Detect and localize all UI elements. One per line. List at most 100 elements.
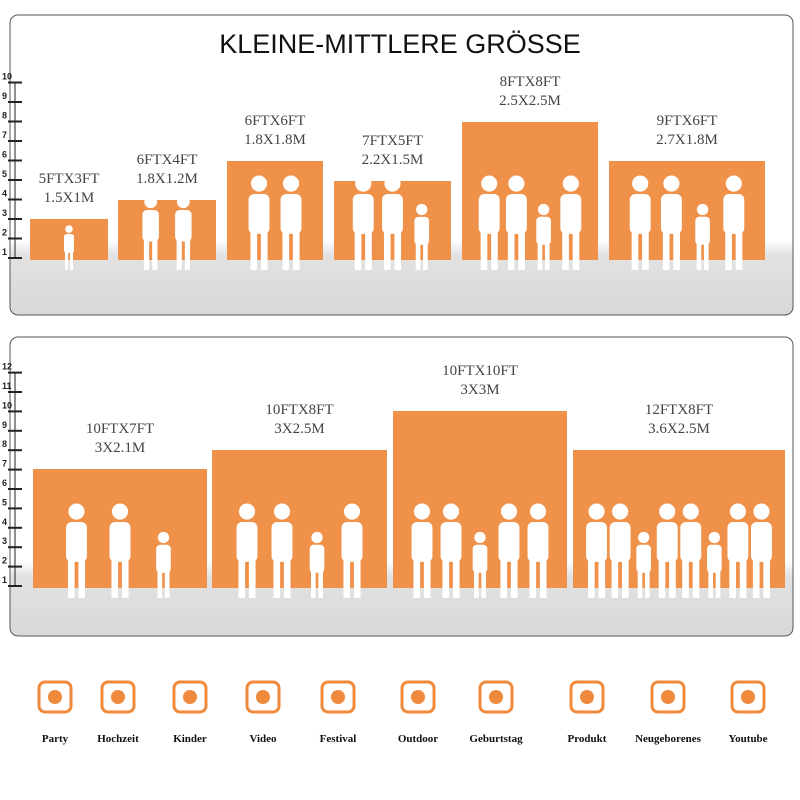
silhouette xyxy=(69,251,74,270)
silhouette xyxy=(440,522,462,562)
title: KLEINE-MITTLERE GRÖSSE xyxy=(219,29,581,59)
silhouette xyxy=(260,230,268,270)
silhouette xyxy=(423,558,431,598)
scale-label: 10 xyxy=(2,400,12,410)
icon xyxy=(478,680,514,714)
silhouette xyxy=(248,558,256,598)
size-ft: 10FTX7FT xyxy=(86,421,154,437)
silhouette xyxy=(121,558,129,598)
icon xyxy=(650,680,686,714)
silhouette xyxy=(505,194,527,234)
scale-label: 8 xyxy=(2,111,7,121)
silhouette xyxy=(562,230,569,270)
silhouette xyxy=(682,503,699,520)
size-m: 1.5X1M xyxy=(44,190,94,206)
size-m: 1.8X1.8M xyxy=(244,132,306,148)
icon xyxy=(730,680,766,714)
silhouette xyxy=(725,175,742,192)
icon xyxy=(661,690,675,704)
silhouette xyxy=(423,242,428,270)
icon xyxy=(245,680,281,714)
silhouette xyxy=(586,522,608,562)
silhouette xyxy=(638,531,650,544)
silhouette xyxy=(354,230,362,270)
use-label: Kinder xyxy=(173,733,207,745)
silhouette xyxy=(184,238,191,270)
size-m: 3.6X2.5M xyxy=(648,421,710,437)
silhouette xyxy=(598,558,606,598)
silhouette xyxy=(529,503,547,520)
silhouette xyxy=(637,570,643,598)
silhouette xyxy=(413,558,421,598)
silhouette xyxy=(271,522,293,562)
backdrop xyxy=(573,450,785,588)
silhouette xyxy=(669,558,676,598)
silhouette xyxy=(480,230,488,270)
silhouette xyxy=(572,230,580,270)
silhouette xyxy=(729,503,746,520)
silhouette xyxy=(644,570,650,598)
silhouette xyxy=(708,531,720,544)
silhouette xyxy=(152,238,158,270)
silhouette xyxy=(318,570,323,598)
scale-label: 2 xyxy=(2,556,7,566)
icon xyxy=(331,690,345,704)
silhouette xyxy=(156,544,171,573)
silhouette xyxy=(481,570,486,598)
icon xyxy=(48,690,62,704)
silhouette xyxy=(111,503,129,520)
silhouette xyxy=(394,230,402,270)
silhouette xyxy=(343,503,361,520)
silhouette xyxy=(562,175,579,192)
silhouette xyxy=(478,194,500,234)
icon xyxy=(400,680,436,714)
scale-label: 12 xyxy=(2,362,12,372)
silhouette xyxy=(544,242,550,270)
silhouette xyxy=(365,230,372,270)
scale-label: 1 xyxy=(2,247,7,257)
silhouette xyxy=(283,558,291,598)
size-ft: 10FTX10FT xyxy=(442,363,518,379)
scale-label: 10 xyxy=(2,72,12,82)
silhouette xyxy=(142,210,159,242)
scale-label: 9 xyxy=(2,91,7,101)
icon xyxy=(741,690,755,704)
silhouette xyxy=(273,558,281,598)
silhouette xyxy=(537,203,550,216)
silhouette xyxy=(309,544,325,573)
silhouette xyxy=(442,503,460,520)
silhouette xyxy=(739,558,747,598)
icon xyxy=(183,690,197,704)
silhouette xyxy=(343,558,351,598)
size-m: 3X3M xyxy=(460,382,499,398)
silhouette xyxy=(111,558,119,598)
icon xyxy=(411,690,425,704)
silhouette xyxy=(696,203,709,216)
silhouette xyxy=(238,503,256,520)
silhouette xyxy=(642,230,649,270)
silhouette xyxy=(414,216,430,245)
size-ft: 12FTX8FT xyxy=(645,402,713,418)
use-label: Festival xyxy=(320,733,357,745)
silhouette xyxy=(415,242,421,270)
scale-label: 7 xyxy=(2,459,7,469)
backdrop xyxy=(118,200,216,260)
size-m: 2.7X1.8M xyxy=(656,132,718,148)
scale-label: 11 xyxy=(2,381,12,391)
silhouette xyxy=(682,558,689,598)
silhouette xyxy=(474,570,479,598)
silhouette xyxy=(536,216,551,245)
silhouette xyxy=(341,522,363,562)
silhouette xyxy=(67,558,75,598)
silhouette xyxy=(727,522,749,562)
size-ft: 9FTX6FT xyxy=(657,113,718,129)
icon xyxy=(111,690,125,704)
silhouette xyxy=(176,195,190,209)
silhouette xyxy=(723,194,745,234)
silhouette xyxy=(238,558,246,598)
silhouette xyxy=(382,194,403,234)
size-ft: 8FTX8FT xyxy=(500,74,561,90)
size-m: 2.2X1.5M xyxy=(362,152,424,168)
scale-label: 9 xyxy=(2,420,7,430)
scale-label: 4 xyxy=(2,517,7,527)
